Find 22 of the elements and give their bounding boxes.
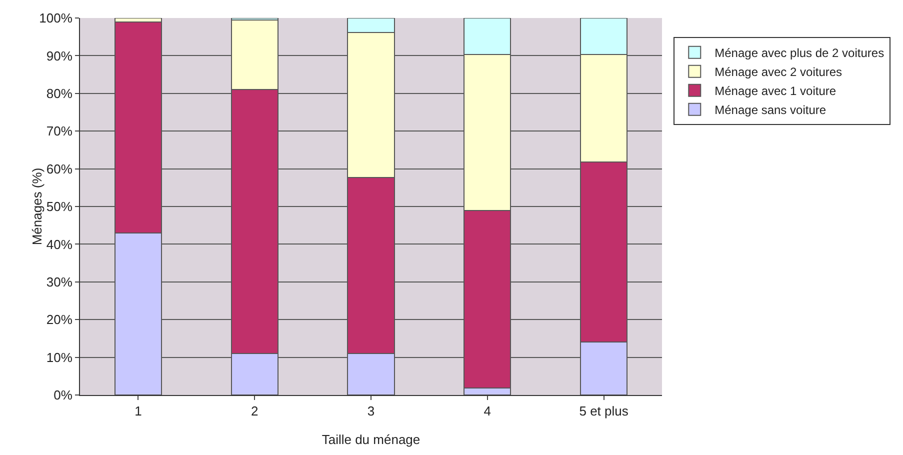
y-tick-label: 90% (46, 48, 73, 64)
y-tick-label: 80% (46, 86, 73, 101)
y-tick-label: 20% (46, 312, 73, 328)
y-tick-label: 0% (54, 388, 73, 403)
legend-label: Ménage avec plus de 2 voitures (714, 46, 884, 60)
x-tick-label: 5 et plus (579, 404, 629, 419)
y-tick-label: 40% (46, 236, 73, 252)
legend-label: Ménage avec 1 voiture (714, 84, 836, 98)
x-tick-label: 2 (250, 404, 258, 419)
y-tick-label: 60% (46, 161, 73, 176)
y-tick-label: 100% (39, 10, 73, 26)
y-tick-label: 10% (46, 350, 73, 365)
y-tick-label: 30% (46, 274, 73, 290)
y-tick-label: 50% (46, 199, 73, 214)
x-tick-label: 1 (134, 404, 142, 419)
x-axis-title: Taille du ménage (322, 432, 420, 447)
x-tick-label: 3 (367, 404, 375, 419)
y-axis-title: Ménages (%) (29, 168, 44, 246)
legend-label: Ménage avec 2 voitures (714, 65, 842, 80)
y-tick-label: 70% (46, 124, 73, 139)
x-tick-label: 4 (484, 404, 492, 419)
legend-label: Ménage sans voiture (714, 103, 826, 118)
